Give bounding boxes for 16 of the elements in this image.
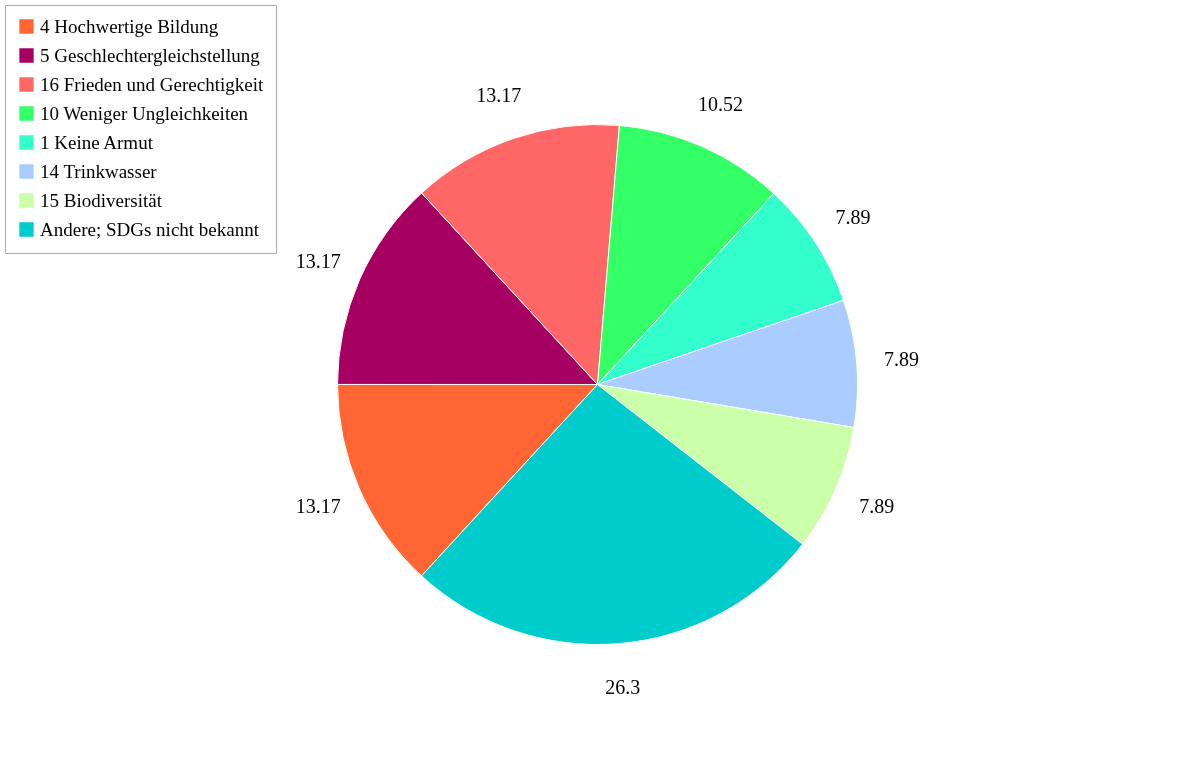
legend-label: 4 Hochwertige Bildung — [40, 15, 219, 37]
legend-label: 10 Weniger Ungleichkeiten — [40, 102, 249, 124]
data-label: 10.52 — [697, 93, 743, 116]
data-label: 13.17 — [295, 249, 341, 272]
data-label: 7.89 — [835, 205, 871, 228]
legend-label: 14 Trinkwasser — [40, 160, 158, 182]
data-label: 13.17 — [295, 495, 341, 518]
data-label: 7.89 — [859, 495, 895, 518]
data-label: 26.3 — [605, 676, 641, 699]
legend-label: Andere; SDGs nicht bekannt — [40, 218, 260, 240]
legend-label: 5 Geschlechtergleichstellung — [40, 44, 261, 66]
legend-label: 1 Keine Armut — [40, 131, 154, 153]
data-label: 13.17 — [476, 83, 522, 106]
legend-label: 16 Frieden und Gerechtigkeit — [40, 73, 264, 95]
data-label: 7.89 — [883, 347, 919, 370]
legend-label: 15 Biodiversität — [40, 189, 163, 211]
